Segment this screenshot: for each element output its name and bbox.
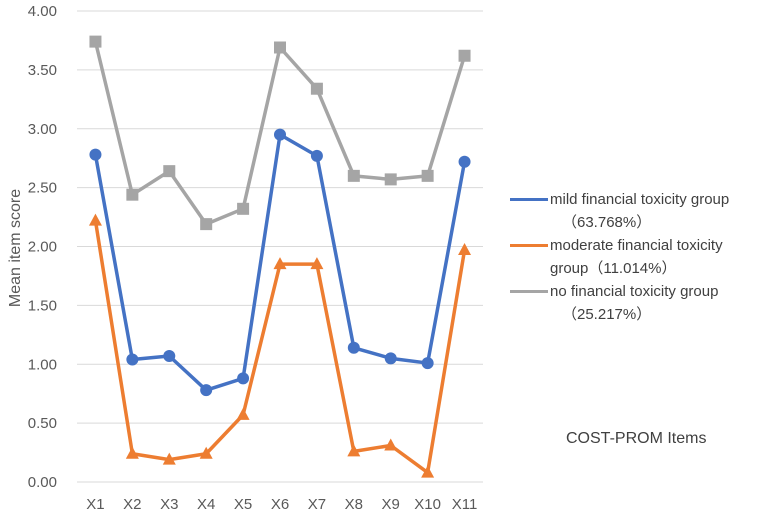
x-tick-label: X1 [86,496,104,513]
legend-label: no financial toxicity group [550,283,719,300]
y-tick-label: 0.50 [28,415,57,432]
x-tick-label: X7 [308,496,326,513]
data-point [163,165,176,178]
data-point [200,218,213,231]
legend-label: mild financial toxicity group [550,191,730,208]
data-point [88,213,102,226]
y-tick-label: 2.00 [28,239,57,256]
series-0 [89,128,471,397]
data-point [236,407,250,420]
data-point [458,155,471,168]
data-point [126,353,139,366]
x-tick-label: X10 [414,496,441,513]
data-point [421,357,434,370]
y-tick-label: 1.00 [28,356,57,373]
data-point [274,41,286,54]
data-point [163,350,176,363]
series-2 [89,35,471,231]
data-point [89,148,102,161]
data-point [274,128,286,141]
data-point [310,257,324,270]
legend-label: moderate financial toxicity [550,237,723,254]
data-point [384,438,398,451]
y-tick-label: 0.00 [28,474,57,491]
data-point [347,341,360,354]
x-tick-label: X3 [160,496,178,513]
legend: mild financial toxicity group （63.768%） … [510,188,765,326]
legend-marker-circle-icon [510,198,548,201]
data-point [310,82,323,95]
y-tick-label: 1.50 [28,297,57,314]
data-point [162,452,176,465]
data-point [458,49,471,62]
series-1 [88,213,472,478]
legend-item-none: no financial toxicity group （25.217%） [510,280,765,326]
data-point [237,372,250,385]
x-tick-label: X8 [345,496,363,513]
legend-label-cont: group（11.014%） [550,260,677,277]
x-tick-label: X6 [271,496,289,513]
y-tick-label: 4.00 [28,3,57,20]
y-tick-label: 3.50 [28,62,57,79]
data-point [421,169,434,182]
data-point [237,202,250,215]
data-point [421,465,435,478]
x-tick-label: X4 [197,496,215,513]
x-tick-label: X2 [123,496,141,513]
data-point [384,352,397,365]
data-point [384,173,397,186]
legend-pct: （25.217%） [562,306,652,323]
data-point [125,446,139,459]
x-tick-label: X5 [234,496,252,513]
legend-item-moderate: moderate financial toxicity group（11.014… [510,234,765,280]
x-tick-label: X11 [452,496,478,513]
data-point [199,446,213,459]
legend-marker-square-icon [510,290,548,293]
legend-item-mild: mild financial toxicity group （63.768%） [510,188,765,234]
annotation: COST-PROM Items [566,430,707,447]
legend-pct: （63.768%） [562,214,652,231]
y-tick-label: 2.50 [28,180,57,197]
data-point [347,444,361,457]
data-point [458,243,472,256]
y-axis-label: Mean item score [7,189,24,307]
y-tick-label: 3.00 [28,121,57,138]
data-point [200,384,213,397]
data-point [126,188,139,201]
x-tick-label: X9 [382,496,400,513]
data-point [89,35,102,48]
data-point [273,257,287,270]
data-point [347,169,360,182]
legend-marker-triangle-icon [510,244,548,247]
data-point [310,149,323,162]
